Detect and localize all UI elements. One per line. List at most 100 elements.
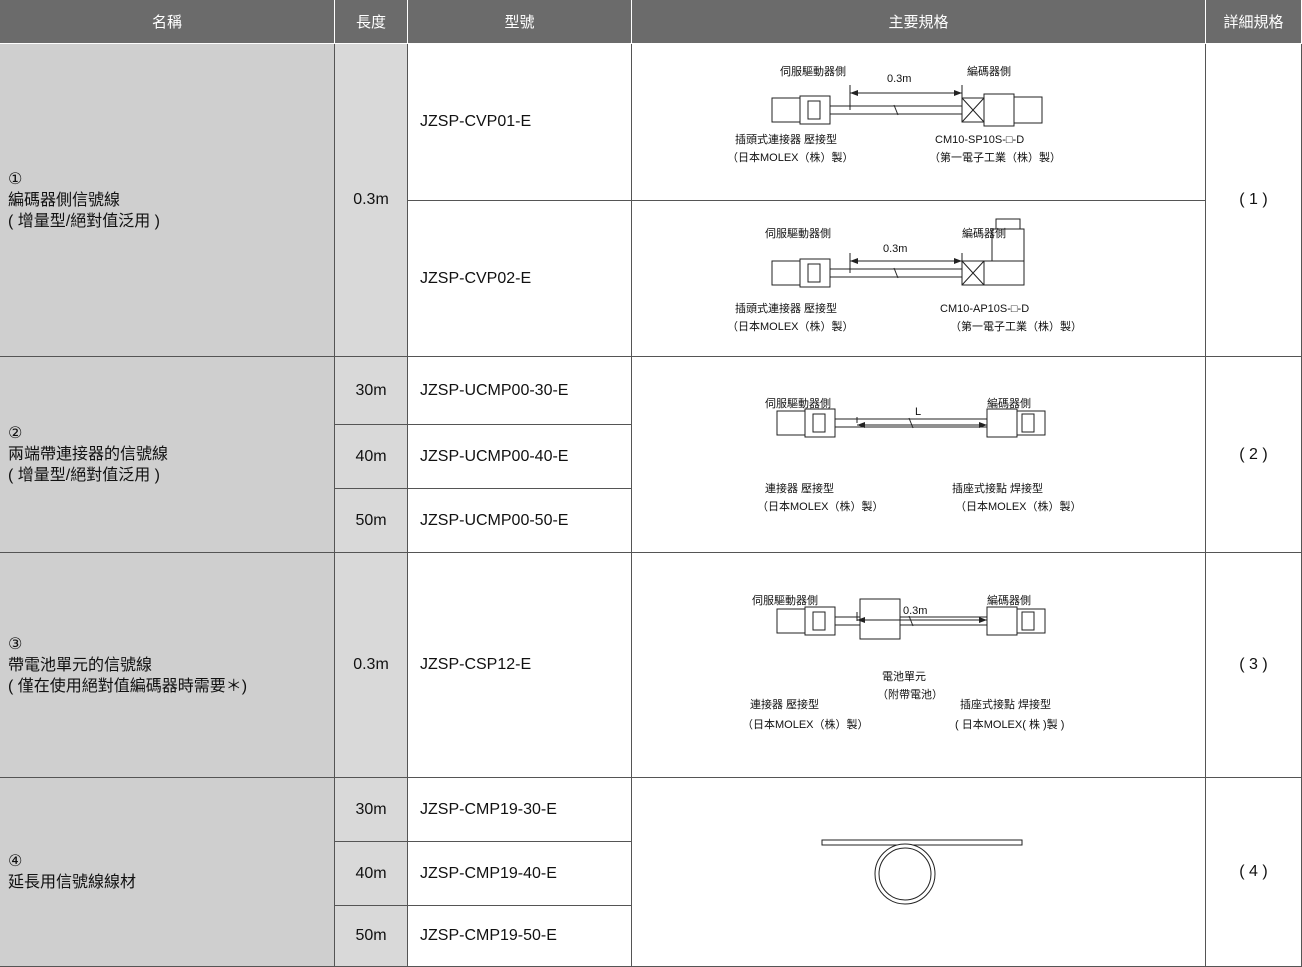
spec-diagram bbox=[821, 839, 1023, 905]
length-cell: 30m bbox=[335, 778, 408, 842]
model-cell: JZSP-UCMP00-50-E bbox=[408, 489, 632, 553]
spec-label: 插頭式連接器 壓接型 bbox=[735, 132, 837, 146]
spec-label: （日本MOLEX（株）製） bbox=[727, 319, 854, 333]
name-name: 兩端帶連接器的信號線 bbox=[8, 446, 169, 463]
model-cell: JZSP-CMP19-50-E bbox=[408, 906, 632, 967]
spec-label: CM10-SP10S-□-D bbox=[935, 134, 1024, 146]
name-note: ( 僅在使用絕對值編碼器時需要＊) bbox=[8, 677, 248, 695]
spec-label: （第一電子工業（株）製） bbox=[929, 150, 1061, 164]
name-cell: ③ 帶電池單元的信號線 ( 僅在使用絕對值編碼器時需要＊) bbox=[0, 553, 335, 778]
header-cell-text: 名稱 bbox=[151, 14, 182, 31]
encoder-connector bbox=[961, 97, 985, 123]
spec-label: （第一電子工業（株）製） bbox=[950, 319, 1082, 333]
name-number: ③ bbox=[8, 635, 23, 653]
length-cell: 0.3m bbox=[335, 44, 408, 357]
model-cell-text: JZSP-CMP19-50-E bbox=[420, 927, 557, 944]
spec-cell: 伺服驅動器側 0.3m 編碼器側 插頭式連接器 壓接型 （日本MOLEX（株）製） CM1… bbox=[632, 201, 1206, 357]
detail-cell: ( 4 ) bbox=[1206, 778, 1302, 967]
spec-label: 編碼器側 bbox=[967, 64, 1011, 78]
detail-cell-text: ( 2 ) bbox=[1239, 445, 1268, 463]
detail-cell-text: ( 4 ) bbox=[1239, 863, 1268, 880]
spec-label: CM10-AP10S-□-D bbox=[940, 303, 1029, 315]
length-cell-text: 30m bbox=[355, 381, 387, 399]
length-cell: 50m bbox=[335, 906, 408, 967]
model-cell: JZSP-UCMP00-30-E bbox=[408, 357, 632, 425]
model-cell-text: JZSP-CSP12-E bbox=[420, 656, 532, 673]
detail-cell: ( 3 ) bbox=[1206, 553, 1302, 778]
length-cell-text: 40m bbox=[355, 864, 387, 882]
connector bbox=[986, 408, 1018, 438]
length-cell-text: 50m bbox=[355, 511, 387, 529]
header-cell-text: 長度 bbox=[355, 14, 386, 31]
length-cell: 40m bbox=[335, 842, 408, 906]
spec-label: 0.3m bbox=[903, 605, 927, 617]
name-number: ① bbox=[8, 170, 23, 188]
spec-label: （附帶電池） bbox=[877, 687, 943, 701]
name-name: 延長用信號線線材 bbox=[8, 874, 137, 891]
model-cell: JZSP-CSP12-E bbox=[408, 553, 632, 778]
spec-label: 編碼器側 bbox=[987, 593, 1031, 607]
detail-cell-text: ( 1 ) bbox=[1239, 191, 1268, 208]
spec-cell: 伺服驅動器側 0.3m 編碼器側 插頭式連接器 壓接型 （日本MOLEX（株）製） CM1… bbox=[632, 44, 1206, 201]
model-cell-text: JZSP-CVP01-E bbox=[420, 113, 532, 130]
connector-label bbox=[807, 100, 821, 120]
cable-break bbox=[893, 104, 899, 116]
length-cell-text: 0.3m bbox=[353, 191, 389, 208]
cable-break bbox=[908, 615, 914, 627]
spec-label: 插座式接點 焊接型 bbox=[960, 697, 1051, 711]
spec-label: 編碼器側 bbox=[987, 396, 1031, 410]
connector bbox=[776, 608, 806, 634]
length-cell: 0.3m bbox=[335, 553, 408, 778]
connector-label bbox=[807, 263, 821, 283]
model-cell-text: JZSP-UCMP00-50-E bbox=[420, 511, 569, 529]
model-cell-text: JZSP-CMP19-40-E bbox=[420, 864, 557, 882]
battery-unit bbox=[859, 598, 901, 640]
spec-label: 伺服驅動器側 bbox=[765, 226, 831, 240]
cable-break bbox=[908, 417, 914, 429]
length-cell: 50m bbox=[335, 489, 408, 553]
cable-break bbox=[893, 267, 899, 279]
connector-label bbox=[1021, 611, 1035, 631]
spec-cell: 伺服驅動器側 L 編碼器側 連接器 壓接型 （日本MOLEX（株）製） 插座式接點 焊接型… bbox=[632, 357, 1206, 553]
name-note: ( 增量型/絕對值泛用 ) bbox=[8, 212, 160, 230]
length-cell-text: 40m bbox=[355, 447, 387, 465]
model-cell: JZSP-UCMP00-40-E bbox=[408, 425, 632, 489]
encoder-body bbox=[1013, 96, 1043, 124]
connector-label bbox=[812, 611, 826, 631]
header-cell-text: 詳細規格 bbox=[1223, 14, 1284, 31]
length-cell-text: 50m bbox=[355, 927, 387, 944]
spec-label: 插座式接點 焊接型 bbox=[952, 481, 1043, 495]
model-cell-text: JZSP-CVP02-E bbox=[420, 269, 532, 287]
length-cell-text: 30m bbox=[355, 800, 387, 818]
spec-label: 電池單元 bbox=[882, 670, 926, 683]
spec-label: （日本MOLEX（株）製） bbox=[727, 150, 854, 164]
length-cell: 30m bbox=[335, 357, 408, 425]
spec-cell: 伺服驅動器側 0.3m 編碼器側 連接器 壓接型 （日本MOLEX（株）製） 插座式接點 … bbox=[632, 553, 1206, 778]
header-cell-text: 主要規格 bbox=[888, 14, 949, 31]
spec-label: 編碼器側 bbox=[962, 226, 1006, 240]
spec-label: 0.3m bbox=[883, 243, 907, 255]
name-name: 帶電池單元的信號線 bbox=[8, 656, 153, 674]
spec-label: （日本MOLEX（株）製） bbox=[742, 717, 869, 731]
cable bbox=[834, 616, 861, 626]
spec-label: 0.3m bbox=[887, 73, 911, 85]
spec-label: 連接器 壓接型 bbox=[765, 481, 834, 495]
length-cell-text: 0.3m bbox=[353, 656, 389, 673]
name-cell: ② 兩端帶連接器的信號線 ( 增量型/絕對值泛用 ) bbox=[0, 357, 335, 553]
spec-label: 伺服驅動器側 bbox=[752, 593, 818, 607]
coil bbox=[878, 847, 932, 901]
connector-label bbox=[812, 413, 826, 433]
model-cell-text: JZSP-CMP19-30-E bbox=[420, 800, 557, 818]
name-name: 編碼器側信號線 bbox=[8, 191, 121, 209]
connector bbox=[986, 606, 1018, 636]
header-cell-text: 型號 bbox=[504, 14, 535, 31]
cable bbox=[899, 616, 988, 626]
model-cell-text: JZSP-UCMP00-30-E bbox=[420, 381, 569, 399]
name-note: ( 增量型/絕對值泛用 ) bbox=[8, 467, 160, 484]
spec-label: 伺服驅動器側 bbox=[765, 396, 831, 410]
spec-label: （日本MOLEX（株）製） bbox=[757, 499, 884, 513]
model-cell: JZSP-CVP01-E bbox=[408, 44, 632, 201]
